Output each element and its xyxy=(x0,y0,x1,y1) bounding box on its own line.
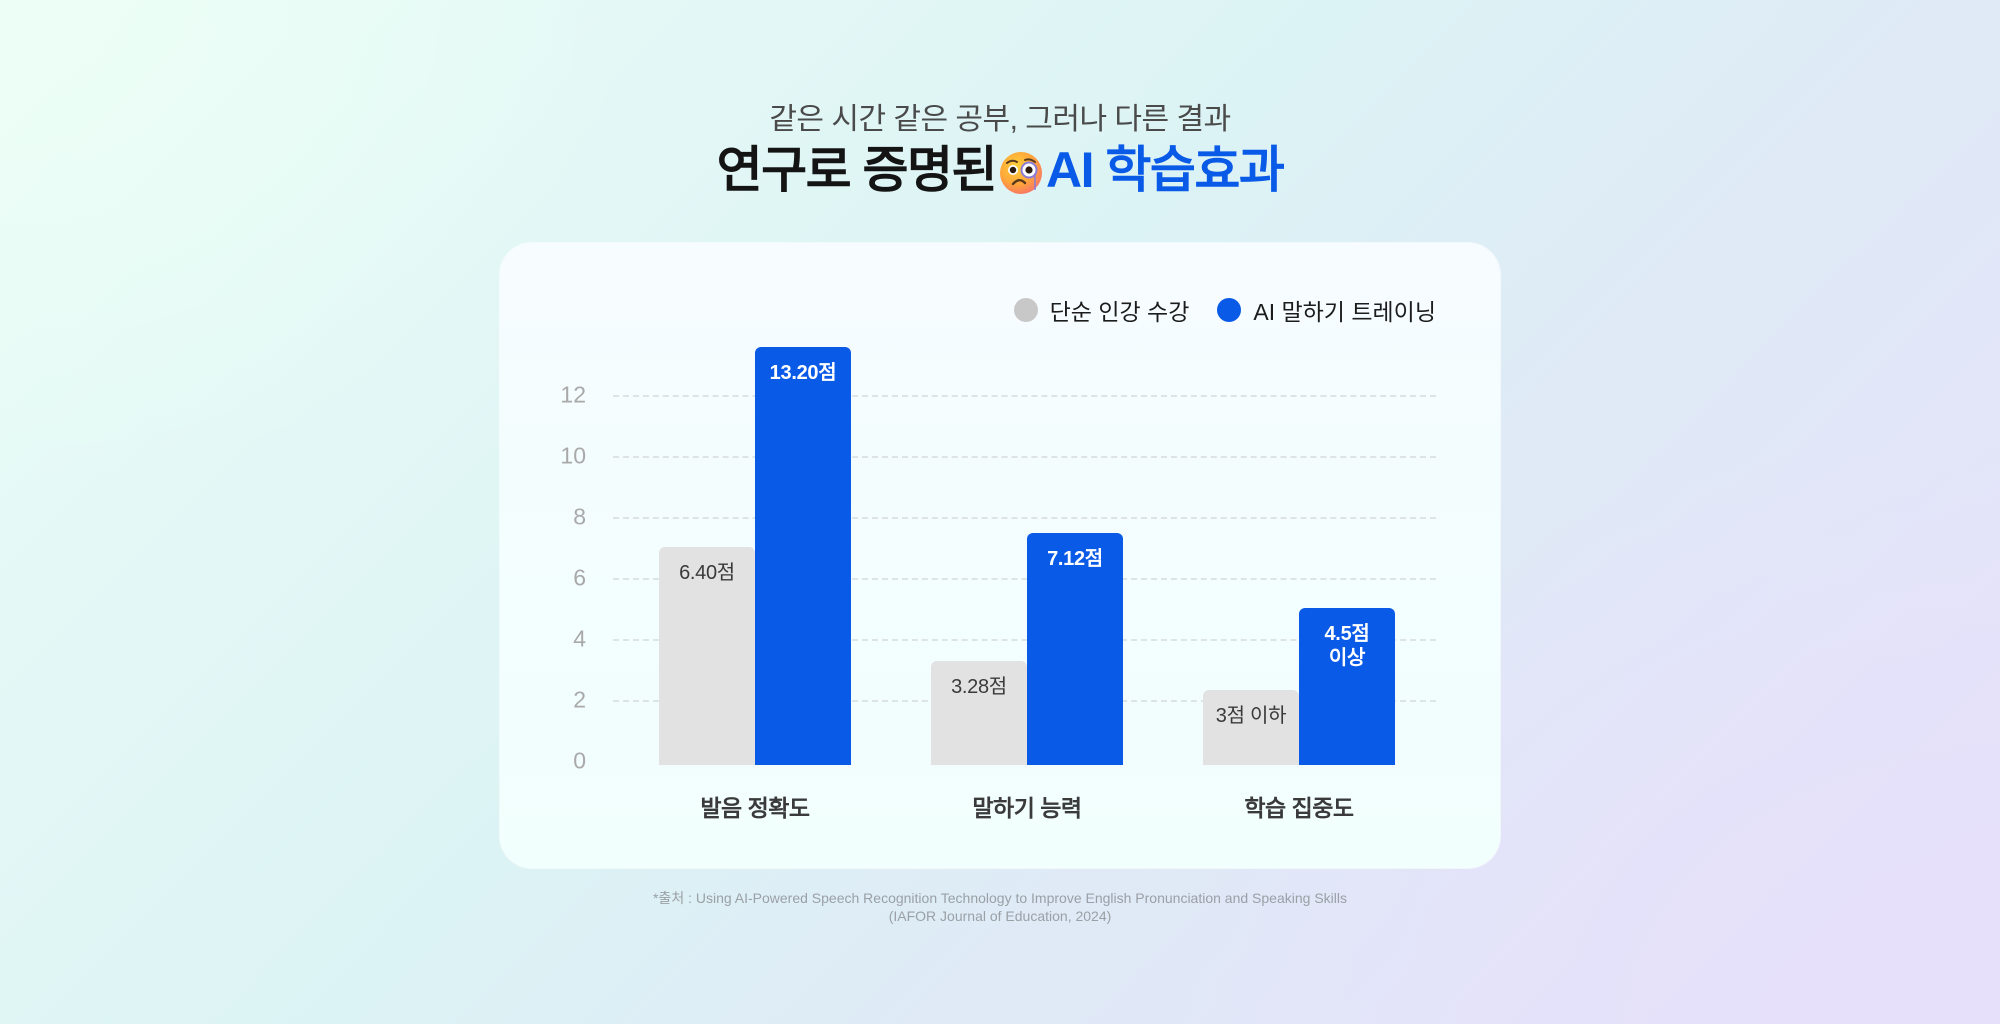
gridline xyxy=(613,578,1436,580)
legend-item-lecture: 단순 인강 수강 xyxy=(1013,293,1190,327)
gridline xyxy=(613,456,1436,458)
bar-value-label: 4.5점 이상 xyxy=(1324,623,1370,669)
bar-ai-focus: 4.5점 이상 xyxy=(1299,608,1395,765)
gridline xyxy=(613,395,1436,397)
page-subtitle: 같은 시간 같은 공부, 그러나 다른 결과 xyxy=(769,103,1231,136)
legend-label: 단순 인강 수강 xyxy=(1049,299,1190,325)
bar-lecture-pronunciation: 6.40점 xyxy=(659,547,755,765)
x-category-pronunciation: 발음 정확도 xyxy=(700,795,810,821)
legend-dot-blue-icon xyxy=(1217,298,1242,322)
gridline xyxy=(613,639,1436,641)
title-part-2: AI 학습효과 xyxy=(1046,142,1285,198)
chart-card: 단순 인강 수강 AI 말하기 트레이닝 12 10 8 6 4 2 0 6.4… xyxy=(500,243,1500,868)
bar-value-label: 3점 이하 xyxy=(1215,705,1287,727)
page-title: 연구로 증명된 AI 학습효과 xyxy=(0,138,2000,202)
chart-legend: 단순 인강 수강 AI 말하기 트레이닝 xyxy=(1013,293,1436,327)
bar-ai-pronunciation: 13.20점 xyxy=(755,347,851,765)
bar-chart-plot: 12 10 8 6 4 2 0 6.40점 13.20점 3.28점 7.12점… xyxy=(500,243,1500,868)
y-tick-10: 10 xyxy=(560,442,586,469)
y-tick-12: 12 xyxy=(560,381,586,408)
source-citation: *출처 : Using AI-Powered Speech Recognitio… xyxy=(0,889,2000,925)
y-tick-6: 6 xyxy=(573,564,586,591)
y-tick-8: 8 xyxy=(573,503,586,530)
bar-value-label: 7.12점 xyxy=(1047,548,1103,570)
gridline xyxy=(613,517,1436,519)
y-tick-0: 0 xyxy=(573,747,586,774)
bar-value-label: 3.28점 xyxy=(951,676,1007,698)
x-category-speaking: 말하기 능력 xyxy=(972,795,1082,821)
bar-ai-speaking: 7.12점 xyxy=(1027,533,1123,765)
title-part-1: 연구로 증명된 xyxy=(716,142,998,198)
legend-dot-gray-icon xyxy=(1013,298,1038,322)
x-category-focus: 학습 집중도 xyxy=(1244,795,1354,821)
legend-label: AI 말하기 트레이닝 xyxy=(1253,299,1436,325)
face-with-monocle-icon xyxy=(998,147,1044,194)
legend-item-ai-training: AI 말하기 트레이닝 xyxy=(1217,293,1436,327)
source-line-2: (IAFOR Journal of Education, 2024) xyxy=(888,908,1112,924)
y-tick-4: 4 xyxy=(573,625,586,652)
source-line-1: *출처 : Using AI-Powered Speech Recognitio… xyxy=(652,890,1347,906)
bar-value-label: 6.40점 xyxy=(679,562,735,584)
bar-lecture-speaking: 3.28점 xyxy=(931,661,1027,765)
bar-lecture-focus: 3점 이하 xyxy=(1203,690,1299,765)
bar-value-label: 13.20점 xyxy=(769,362,837,384)
y-tick-2: 2 xyxy=(573,686,586,713)
